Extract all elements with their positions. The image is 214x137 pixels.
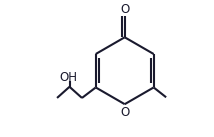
Text: O: O — [120, 3, 129, 16]
Text: O: O — [120, 106, 129, 119]
Text: OH: OH — [59, 71, 77, 84]
